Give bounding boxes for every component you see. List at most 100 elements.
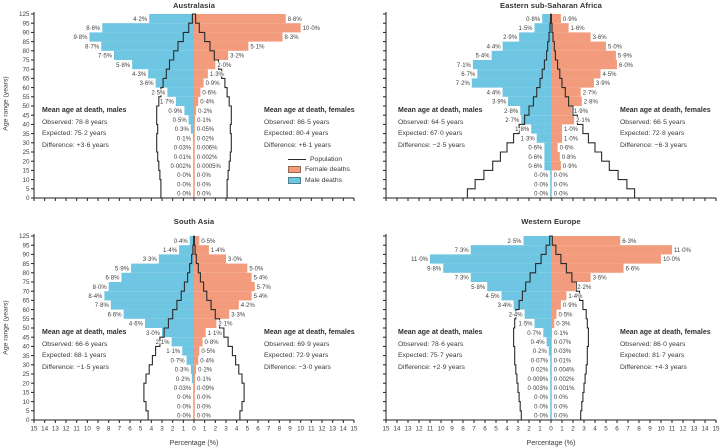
stats-expected: Expected: 80·4 years [264, 130, 329, 138]
x-tick-label: 1 [182, 426, 186, 433]
y-tick-label: 20 [22, 380, 30, 387]
y-tick-label: 15 [22, 168, 30, 175]
male-bar-label: 2·5% [151, 90, 166, 96]
male-bar [188, 115, 194, 125]
female-bar-label: 1·9% [574, 109, 589, 115]
female-bar [551, 32, 591, 42]
y-tick-label: 65 [22, 298, 30, 305]
female-bar-label: 0·002% [554, 377, 575, 383]
female-bar [194, 78, 204, 88]
male-bar [544, 142, 551, 152]
stats-observed: Observed: 78·6 years [398, 340, 464, 348]
stats-expected: Expected: 75·2 years [42, 130, 107, 138]
male-bar [193, 392, 194, 402]
y-tick-label: 90 [22, 252, 30, 259]
male-bar-label: 6·7% [461, 72, 476, 78]
male-bar [471, 78, 551, 88]
x-tick-label: 14 [340, 426, 348, 433]
y-tick-label: 25 [22, 371, 30, 378]
female-bar [194, 69, 208, 79]
male-bar [190, 124, 194, 134]
female-bar-label: 8·6% [288, 17, 303, 23]
male-bar [521, 115, 551, 125]
x-tick-label: 15 [30, 426, 38, 433]
male-bar-label: 4·5% [485, 294, 500, 300]
female-bar [551, 254, 661, 264]
y-tick-label: 50 [22, 103, 30, 110]
male-bar-label: 0·0% [177, 182, 192, 188]
male-bar [508, 96, 551, 106]
y-tick-label: 75 [22, 57, 30, 64]
x-tick-label: 3 [582, 426, 586, 433]
x-tick-label: 6 [483, 426, 487, 433]
female-bar [194, 32, 283, 42]
female-bar [194, 300, 239, 310]
x-tick-label: 3 [160, 426, 164, 433]
female-bar [551, 300, 561, 310]
female-bar [194, 374, 196, 384]
male-bar [477, 69, 551, 79]
legend-label: Female deaths [305, 166, 350, 174]
female-bar-label: 0·01% [554, 358, 572, 364]
female-bar [551, 291, 567, 301]
female-bar [194, 383, 195, 393]
female-bar [551, 152, 560, 162]
male-bar-label: 4·2% [133, 17, 148, 23]
x-tick-label: 10 [297, 426, 305, 433]
male-bar [523, 236, 551, 246]
male-bar-label: 0·03% [174, 386, 192, 392]
female-bar [551, 337, 552, 347]
female-bar [551, 374, 552, 384]
y-tick-label: 60 [22, 307, 30, 314]
female-bar-label: 5·0% [608, 44, 623, 50]
panel-western-europe: Western Europe 15 14 13 12 11 10 9 8 7 6 5 4 3 2 1 0 1 2 3… [360, 212, 720, 448]
x-tick-label: 0 [192, 426, 196, 433]
female-bar-label: 10·0% [303, 26, 321, 32]
female-bar [551, 78, 594, 88]
female-bar-label: 2·8% [584, 100, 599, 106]
x-tick-label: 1 [203, 426, 207, 433]
male-bar-label: 7·5% [98, 54, 113, 60]
male-bar [131, 263, 194, 273]
female-bar [194, 291, 252, 301]
x-tick-label: 11 [427, 426, 434, 433]
male-bar [524, 309, 551, 319]
female-bar [194, 392, 195, 402]
female-bar-label: 10·0% [663, 257, 681, 263]
male-bar [193, 161, 194, 171]
y-axis-title: Age range (years) [2, 76, 10, 131]
stats-females: Mean age at death, females Observed: 66·… [620, 105, 711, 151]
female-bar-label: 0·0% [554, 182, 569, 188]
x-tick-label: 4 [505, 426, 509, 433]
x-tick-label: 14 [41, 426, 49, 433]
female-bar [551, 60, 617, 70]
male-bar [193, 170, 194, 180]
female-bar-label: 1·1% [208, 331, 223, 337]
female-bar-label: 0·2% [198, 109, 213, 115]
male-bar [519, 32, 551, 42]
x-tick-label: 4 [593, 426, 597, 433]
female-bar [551, 96, 582, 106]
male-deaths-swatch [288, 176, 301, 184]
female-bar-label: 3·6% [593, 276, 608, 282]
male-bar-label: 2·1% [156, 340, 171, 346]
female-bar-label: 1·6% [571, 26, 586, 32]
male-bar-label: 0·7% [527, 331, 542, 337]
x-tick-label: 7 [626, 426, 630, 433]
x-tick-label: 13 [690, 426, 698, 433]
female-bar [194, 142, 195, 152]
female-bar-label: 3·9% [596, 81, 611, 87]
male-bar [502, 87, 551, 97]
y-tick-label: 125 [19, 233, 30, 240]
female-bar-label: 6·0% [619, 63, 634, 69]
panel-south-asia: South Asia 0 5 10 15 20 25 30 35 40 45 50 55 60 65 70 7… [0, 212, 360, 448]
female-bar [194, 115, 196, 125]
male-bar-label: 0·0% [534, 404, 549, 410]
male-bar-label: 1·1% [166, 349, 181, 355]
y-tick-label: 90 [22, 30, 30, 37]
male-bar [193, 142, 194, 152]
x-tick-label: 12 [679, 426, 687, 433]
x-tick-label: 0 [549, 426, 553, 433]
female-bar [551, 133, 562, 143]
stats-females: Mean age at death, females Observed: 86·… [620, 327, 711, 373]
